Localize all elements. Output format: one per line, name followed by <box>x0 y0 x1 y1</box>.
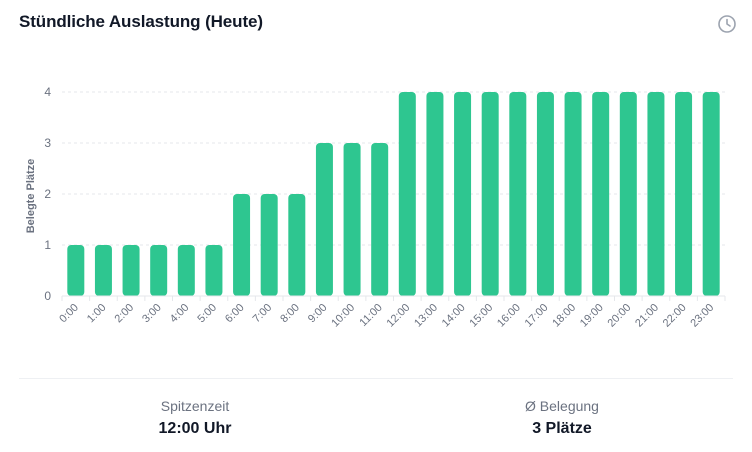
stat-peak-time: Spitzenzeit 12:00 Uhr <box>45 397 345 439</box>
bar-3:00[interactable] <box>150 245 168 296</box>
bar-16:00[interactable] <box>509 92 527 296</box>
x-tick-label: 7:00 <box>251 302 275 326</box>
bar-21:00[interactable] <box>647 92 665 296</box>
bar-8:00[interactable] <box>288 194 306 296</box>
bar-11:00[interactable] <box>371 143 389 296</box>
y-axis-title: Belegte Plätze <box>25 159 37 234</box>
y-tick-label: 2 <box>44 187 51 201</box>
bar-13:00[interactable] <box>426 92 444 296</box>
clock-icon[interactable] <box>717 14 737 34</box>
x-tick-label: 12:00 <box>384 302 412 330</box>
bars <box>67 92 720 296</box>
y-tick-label: 4 <box>44 85 51 99</box>
bar-6:00[interactable] <box>233 194 251 296</box>
x-tick-label: 5:00 <box>195 302 219 326</box>
card-title: Stündliche Auslastung (Heute) <box>19 12 263 31</box>
x-tick-label: 16:00 <box>495 302 523 330</box>
divider <box>19 378 733 379</box>
x-tick-label: 22:00 <box>661 302 689 330</box>
x-tick-label: 18:00 <box>550 302 578 330</box>
x-tick-label: 15:00 <box>467 302 495 330</box>
x-tick-label: 13:00 <box>412 302 440 330</box>
x-tick-label: 23:00 <box>688 302 716 330</box>
bar-0:00[interactable] <box>67 245 85 296</box>
x-tick-label: 4:00 <box>168 302 192 326</box>
x-tick-label: 1:00 <box>85 302 109 326</box>
x-tick-label: 11:00 <box>357 302 384 329</box>
stat-average-occupancy: Ø Belegung 3 Plätze <box>412 397 712 439</box>
y-tick-label: 1 <box>44 238 51 252</box>
bar-12:00[interactable] <box>398 92 416 296</box>
hourly-occupancy-bar-chart: 0 1 2 3 4 Belegte Plätze 0:00 1:00 2:00 3:00 4:0… <box>25 85 726 330</box>
stat-label: Spitzenzeit <box>160 398 230 414</box>
bar-15:00[interactable] <box>481 92 499 296</box>
x-tick-label: 9:00 <box>306 302 330 326</box>
x-tick-label: 14:00 <box>440 302 468 330</box>
x-tick-label: 0:00 <box>57 302 81 326</box>
y-axis-ticks: 0 1 2 3 4 <box>44 85 51 303</box>
x-tick-label: 3:00 <box>140 302 164 326</box>
bar-2:00[interactable] <box>122 245 140 296</box>
bar-20:00[interactable] <box>619 92 637 296</box>
stat-label: Ø Belegung <box>525 398 599 414</box>
bar-7:00[interactable] <box>260 194 278 296</box>
x-tick-label: 19:00 <box>578 302 606 330</box>
x-tick-label: 21:00 <box>633 302 661 330</box>
bar-22:00[interactable] <box>675 92 693 296</box>
grid-lines <box>62 91 725 246</box>
x-tick-label: 10:00 <box>329 302 357 330</box>
bar-14:00[interactable] <box>454 92 472 296</box>
bar-1:00[interactable] <box>94 245 112 296</box>
x-axis-ticks: 0:00 1:00 2:00 3:00 4:00 5:00 6:00 7:00 8:00 9:00… <box>57 296 726 330</box>
x-tick-label: 17:00 <box>523 302 551 330</box>
bar-5:00[interactable] <box>205 245 223 296</box>
x-tick-label: 8:00 <box>278 302 302 326</box>
x-tick-label: 20:00 <box>605 302 633 330</box>
bar-9:00[interactable] <box>315 143 333 296</box>
bar-19:00[interactable] <box>592 92 610 296</box>
x-tick-label: 6:00 <box>223 302 247 326</box>
bar-23:00[interactable] <box>702 92 720 296</box>
x-tick-label: 2:00 <box>113 302 137 326</box>
bar-18:00[interactable] <box>564 92 582 296</box>
stat-value: 12:00 Uhr <box>158 420 232 437</box>
y-tick-label: 0 <box>44 289 51 303</box>
y-tick-label: 3 <box>44 136 51 150</box>
bar-17:00[interactable] <box>536 92 554 296</box>
bar-4:00[interactable] <box>177 245 195 296</box>
bar-10:00[interactable] <box>343 143 361 296</box>
stat-value: 3 Plätze <box>532 420 592 437</box>
